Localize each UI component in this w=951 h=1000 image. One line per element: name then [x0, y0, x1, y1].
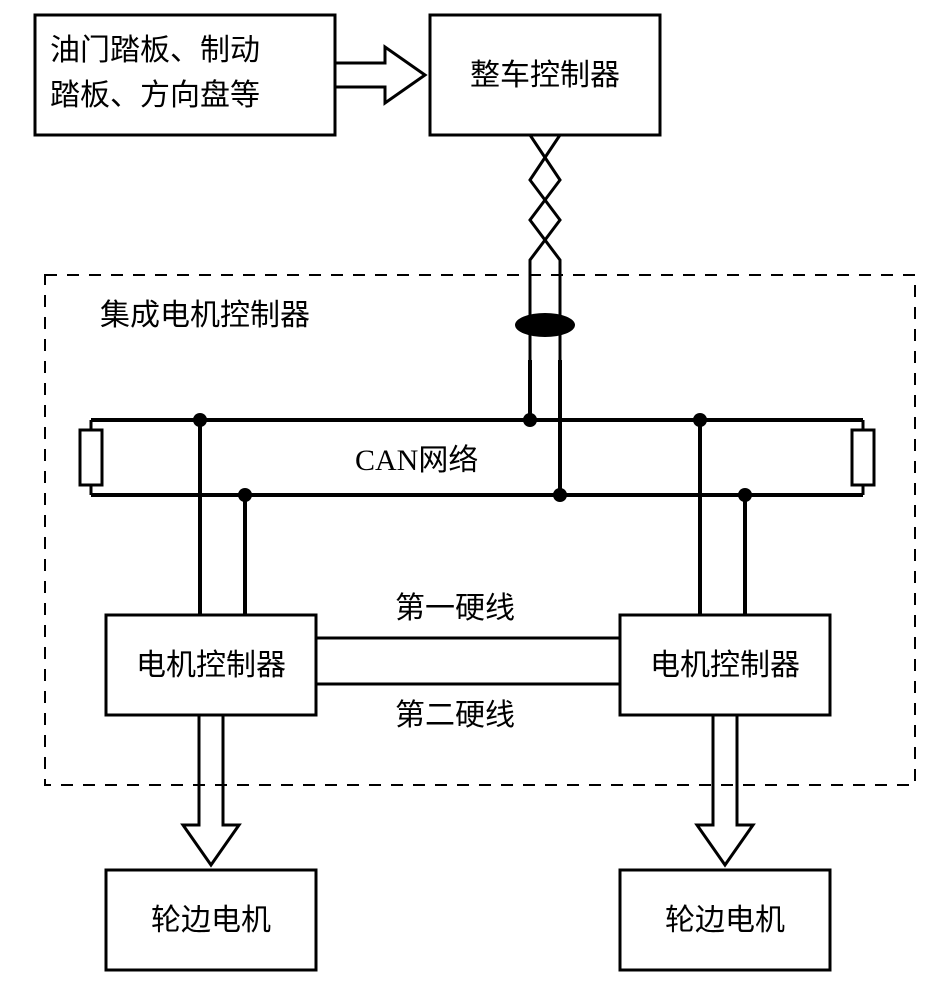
inputs-line1: 油门踏板、制动: [50, 34, 260, 67]
inputs-box: [35, 15, 335, 135]
motor-right-label: 轮边电机: [665, 904, 785, 937]
junction-dot-icon: [738, 488, 752, 502]
junction-dot-icon: [193, 413, 207, 427]
can-terminator-right: [852, 430, 874, 485]
integrated-controller-label: 集成电机控制器: [100, 299, 310, 332]
junction-dot-icon: [238, 488, 252, 502]
junction-dot-icon: [523, 413, 537, 427]
mc-left-label: 电机控制器: [136, 649, 286, 682]
hard-line-1-label: 第一硬线: [395, 592, 515, 625]
arrow-mc-to-motor-right: [697, 715, 753, 865]
vcu-label: 整车控制器: [470, 59, 620, 92]
can-label: CAN网络: [355, 444, 478, 477]
junction-dot-icon: [693, 413, 707, 427]
inputs-line2: 踏板、方向盘等: [50, 79, 260, 112]
hard-line-2-label: 第二硬线: [395, 699, 515, 732]
system-block-diagram: 油门踏板、制动踏板、方向盘等 整车控制器集成电机控制器电机控制器 电机控制器轮边电机…: [0, 0, 951, 1000]
motor-left-label: 轮边电机: [151, 904, 271, 937]
arrow-inputs-to-vcu: [335, 47, 425, 103]
junction-dot-icon: [553, 488, 567, 502]
ferrite-bead-icon: [515, 313, 575, 337]
mc-right-label: 电机控制器: [650, 649, 800, 682]
arrow-mc-to-motor-left: [183, 715, 239, 865]
can-terminator-left: [80, 430, 102, 485]
